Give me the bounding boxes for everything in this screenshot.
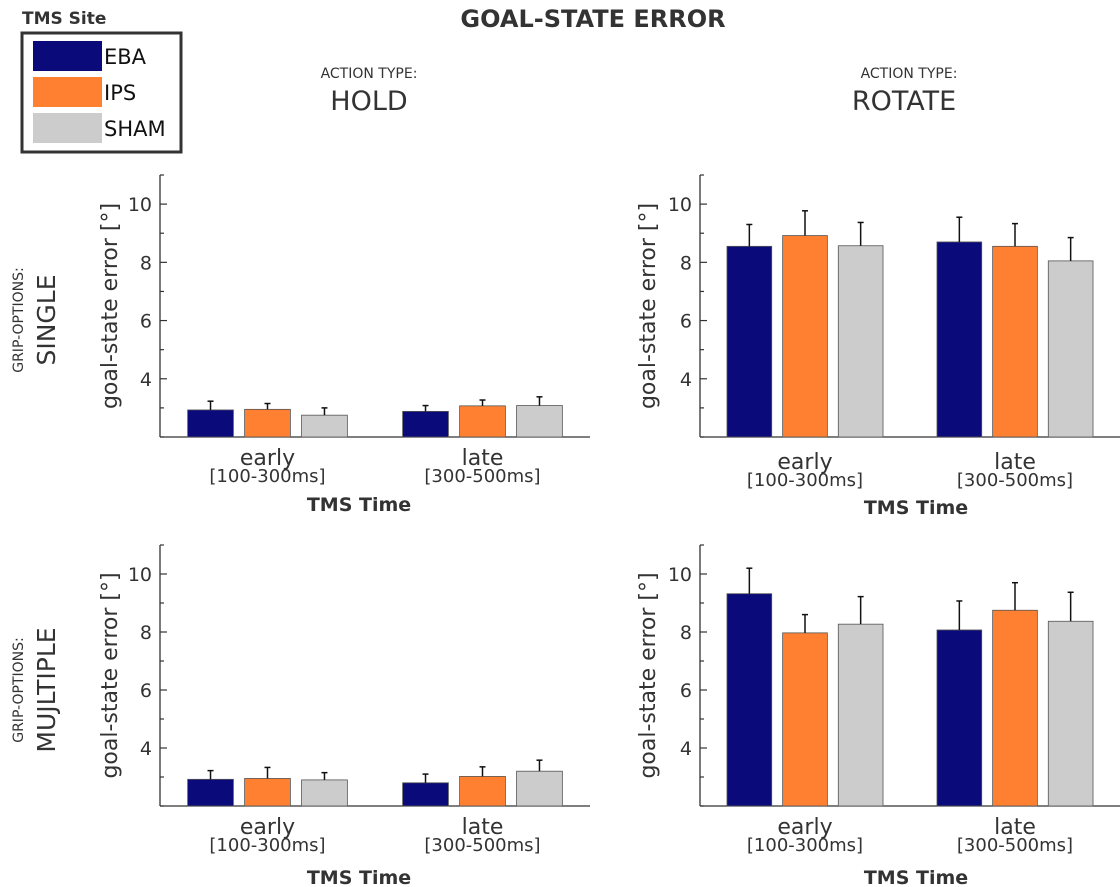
bar-eba-early — [726, 593, 773, 807]
bar-ips-early — [782, 235, 828, 438]
bar-eba-early — [187, 778, 234, 807]
bar-eba-late — [936, 629, 983, 807]
y-axis-label: goal-state error [°] — [636, 572, 661, 778]
bar-ips-late — [992, 245, 1038, 438]
panel-2: 4 6 8 10 goal-state error [°] early[100-300ms… — [636, 174, 1120, 519]
x-tick-sublabel-late: [300-500ms] — [424, 466, 540, 487]
x-axis-label: TMS Time — [864, 867, 968, 887]
bar-eba-late — [402, 782, 449, 807]
y-tick-label: 10 — [128, 564, 152, 586]
x-tick-sublabel-late: [300-500ms] — [424, 835, 540, 856]
x-tick-label-early: early — [777, 450, 832, 475]
bar-ips-early — [244, 408, 291, 438]
y-tick-label: 8 — [680, 622, 692, 644]
bar-sham-late — [516, 770, 563, 807]
row-label-multiple: MUJLTIPLE — [32, 627, 61, 752]
legend-label-ips: IPS — [104, 81, 136, 105]
x-tick-sublabel-early: [100-300ms] — [209, 835, 325, 856]
bar-eba-early — [726, 245, 773, 438]
y-tick-label: 4 — [140, 369, 152, 391]
legend-swatch-ips — [33, 77, 102, 107]
y-tick-label: 6 — [140, 311, 152, 333]
y-tick-label: 10 — [128, 194, 152, 216]
bar-eba-late — [402, 410, 449, 438]
bar-ips-early — [244, 778, 291, 807]
row-label-single: SINGLE — [32, 274, 61, 365]
column-caption-rotate: ACTION TYPE: — [861, 66, 958, 82]
y-tick-label: 6 — [140, 680, 152, 702]
legend: TMS Site EBA IPS SHAM — [20, 9, 183, 154]
y-tick-label: 8 — [140, 622, 152, 644]
x-tick-sublabel-late: [300-500ms] — [957, 470, 1073, 491]
column-label-hold: HOLD — [330, 86, 407, 117]
row-caption-single: GRIP-OPTIONS: — [11, 267, 27, 373]
bar-ips-late — [992, 609, 1038, 807]
y-tick-label: 8 — [680, 252, 692, 274]
x-tick-sublabel-late: [300-500ms] — [957, 835, 1073, 856]
y-tick-label: 4 — [680, 369, 692, 391]
bar-ips-late — [459, 776, 506, 807]
x-axis-label: TMS Time — [307, 494, 411, 516]
x-tick-label-late: late — [462, 815, 504, 840]
legend-swatch-sham — [33, 113, 102, 143]
bar-sham-late — [516, 405, 563, 438]
bar-ips-late — [459, 405, 506, 438]
chart-title: GOAL-STATE ERROR — [460, 5, 725, 33]
bar-sham-late — [1047, 260, 1094, 438]
x-tick-sublabel-early: [100-300ms] — [747, 470, 863, 491]
x-tick-label-early: early — [777, 815, 832, 840]
y-tick-label: 4 — [680, 738, 692, 760]
y-tick-label: 10 — [668, 564, 692, 586]
x-axis-label: TMS Time — [864, 497, 968, 519]
y-tick-label: 8 — [140, 252, 152, 274]
x-tick-label-late: late — [994, 450, 1036, 475]
x-tick-label-early: early — [240, 815, 295, 840]
y-axis-label: goal-state error [°] — [636, 203, 661, 409]
y-axis-label: goal-state error [°] — [98, 572, 123, 778]
bar-sham-late — [1047, 620, 1094, 807]
legend-swatch-eba — [33, 41, 102, 71]
x-tick-label-early: early — [240, 446, 295, 471]
y-axis-label: goal-state error [°] — [98, 203, 123, 409]
y-tick-label: 10 — [668, 194, 692, 216]
y-tick-label: 4 — [140, 738, 152, 760]
bar-sham-early — [837, 245, 884, 438]
bar-sham-early — [837, 623, 884, 807]
column-label-rotate: ROTATE — [852, 86, 956, 117]
legend-label-eba: EBA — [104, 45, 147, 69]
y-tick-label: 6 — [680, 680, 692, 702]
bar-sham-early — [301, 414, 348, 438]
y-tick-label: 6 — [680, 311, 692, 333]
x-axis-label: TMS Time — [307, 867, 411, 887]
column-caption-hold: ACTION TYPE: — [321, 66, 418, 82]
bar-eba-early — [187, 409, 234, 438]
x-tick-label-late: late — [462, 446, 504, 471]
bar-eba-late — [936, 241, 983, 438]
row-caption-multiple: GRIP-OPTIONS: — [11, 637, 27, 743]
x-tick-label-late: late — [994, 815, 1036, 840]
x-tick-sublabel-early: [100-300ms] — [747, 835, 863, 856]
panel-4: 4 6 8 10 goal-state error [°] early[100-300ms… — [636, 544, 1120, 887]
legend-label-sham: SHAM — [104, 117, 166, 141]
bar-sham-early — [301, 779, 348, 807]
legend-title: TMS Site — [22, 9, 106, 29]
x-tick-sublabel-early: [100-300ms] — [209, 466, 325, 487]
bar-ips-early — [782, 632, 828, 807]
